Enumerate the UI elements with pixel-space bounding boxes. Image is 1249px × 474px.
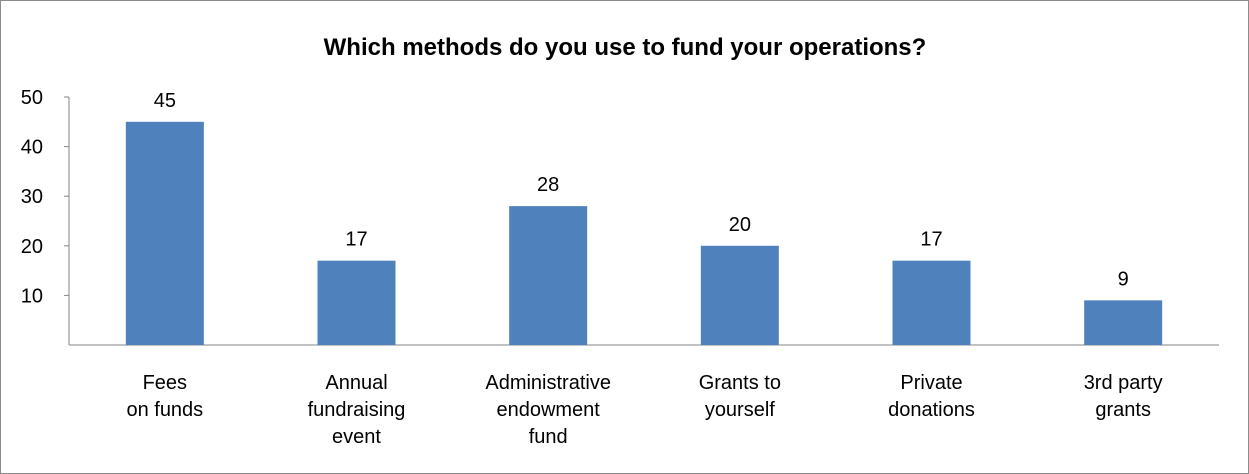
y-tick-label: 50 (21, 87, 43, 109)
category-label-line: 3rd party (1084, 372, 1163, 394)
category-labels: Fees on funds Annual fundraising event Admini… (126, 372, 1162, 448)
category-label-line: Private (900, 372, 962, 394)
y-tick-label: 40 (21, 137, 43, 159)
category-label-line: fundraising (308, 399, 406, 421)
category-label-line: yourself (705, 399, 775, 421)
category-label-line: Administrative (485, 372, 611, 394)
bar (892, 260, 971, 345)
bar (509, 206, 588, 345)
category-label-line: grants (1095, 399, 1151, 421)
category-label-line: on funds (126, 399, 203, 421)
y-tick-label: 30 (21, 186, 43, 208)
category-label: Private donations (888, 372, 975, 421)
category-label-line: Annual (325, 372, 387, 394)
y-tick-label: 20 (21, 236, 43, 258)
y-tick-label: 10 (21, 285, 43, 307)
chart-title: Which methods do you use to fund your op… (324, 34, 927, 61)
data-label: 17 (345, 229, 367, 251)
bar (1084, 300, 1163, 345)
y-axis: 10 20 30 40 50 (21, 87, 70, 345)
data-label: 17 (920, 229, 942, 251)
category-label: Grants to yourself (699, 372, 781, 421)
category-label-line: Fees (143, 372, 187, 394)
category-label: Annual fundraising event (308, 372, 406, 448)
bar (317, 260, 396, 345)
bar (700, 245, 779, 345)
data-labels: 45 17 28 20 17 9 (154, 90, 1129, 291)
category-label-line: event (332, 426, 381, 448)
bar (125, 121, 204, 345)
bars (125, 121, 1163, 345)
data-label: 20 (729, 214, 751, 236)
category-label: Administrative endowment fund (485, 372, 611, 448)
category-label: Fees on funds (126, 372, 203, 421)
category-label-line: fund (529, 426, 568, 448)
data-label: 45 (154, 90, 176, 112)
category-label-line: endowment (496, 399, 600, 421)
data-label: 28 (537, 174, 559, 196)
category-label-line: donations (888, 399, 975, 421)
category-label: 3rd party grants (1084, 372, 1163, 421)
category-label-line: Grants to (699, 372, 781, 394)
data-label: 9 (1118, 268, 1129, 290)
